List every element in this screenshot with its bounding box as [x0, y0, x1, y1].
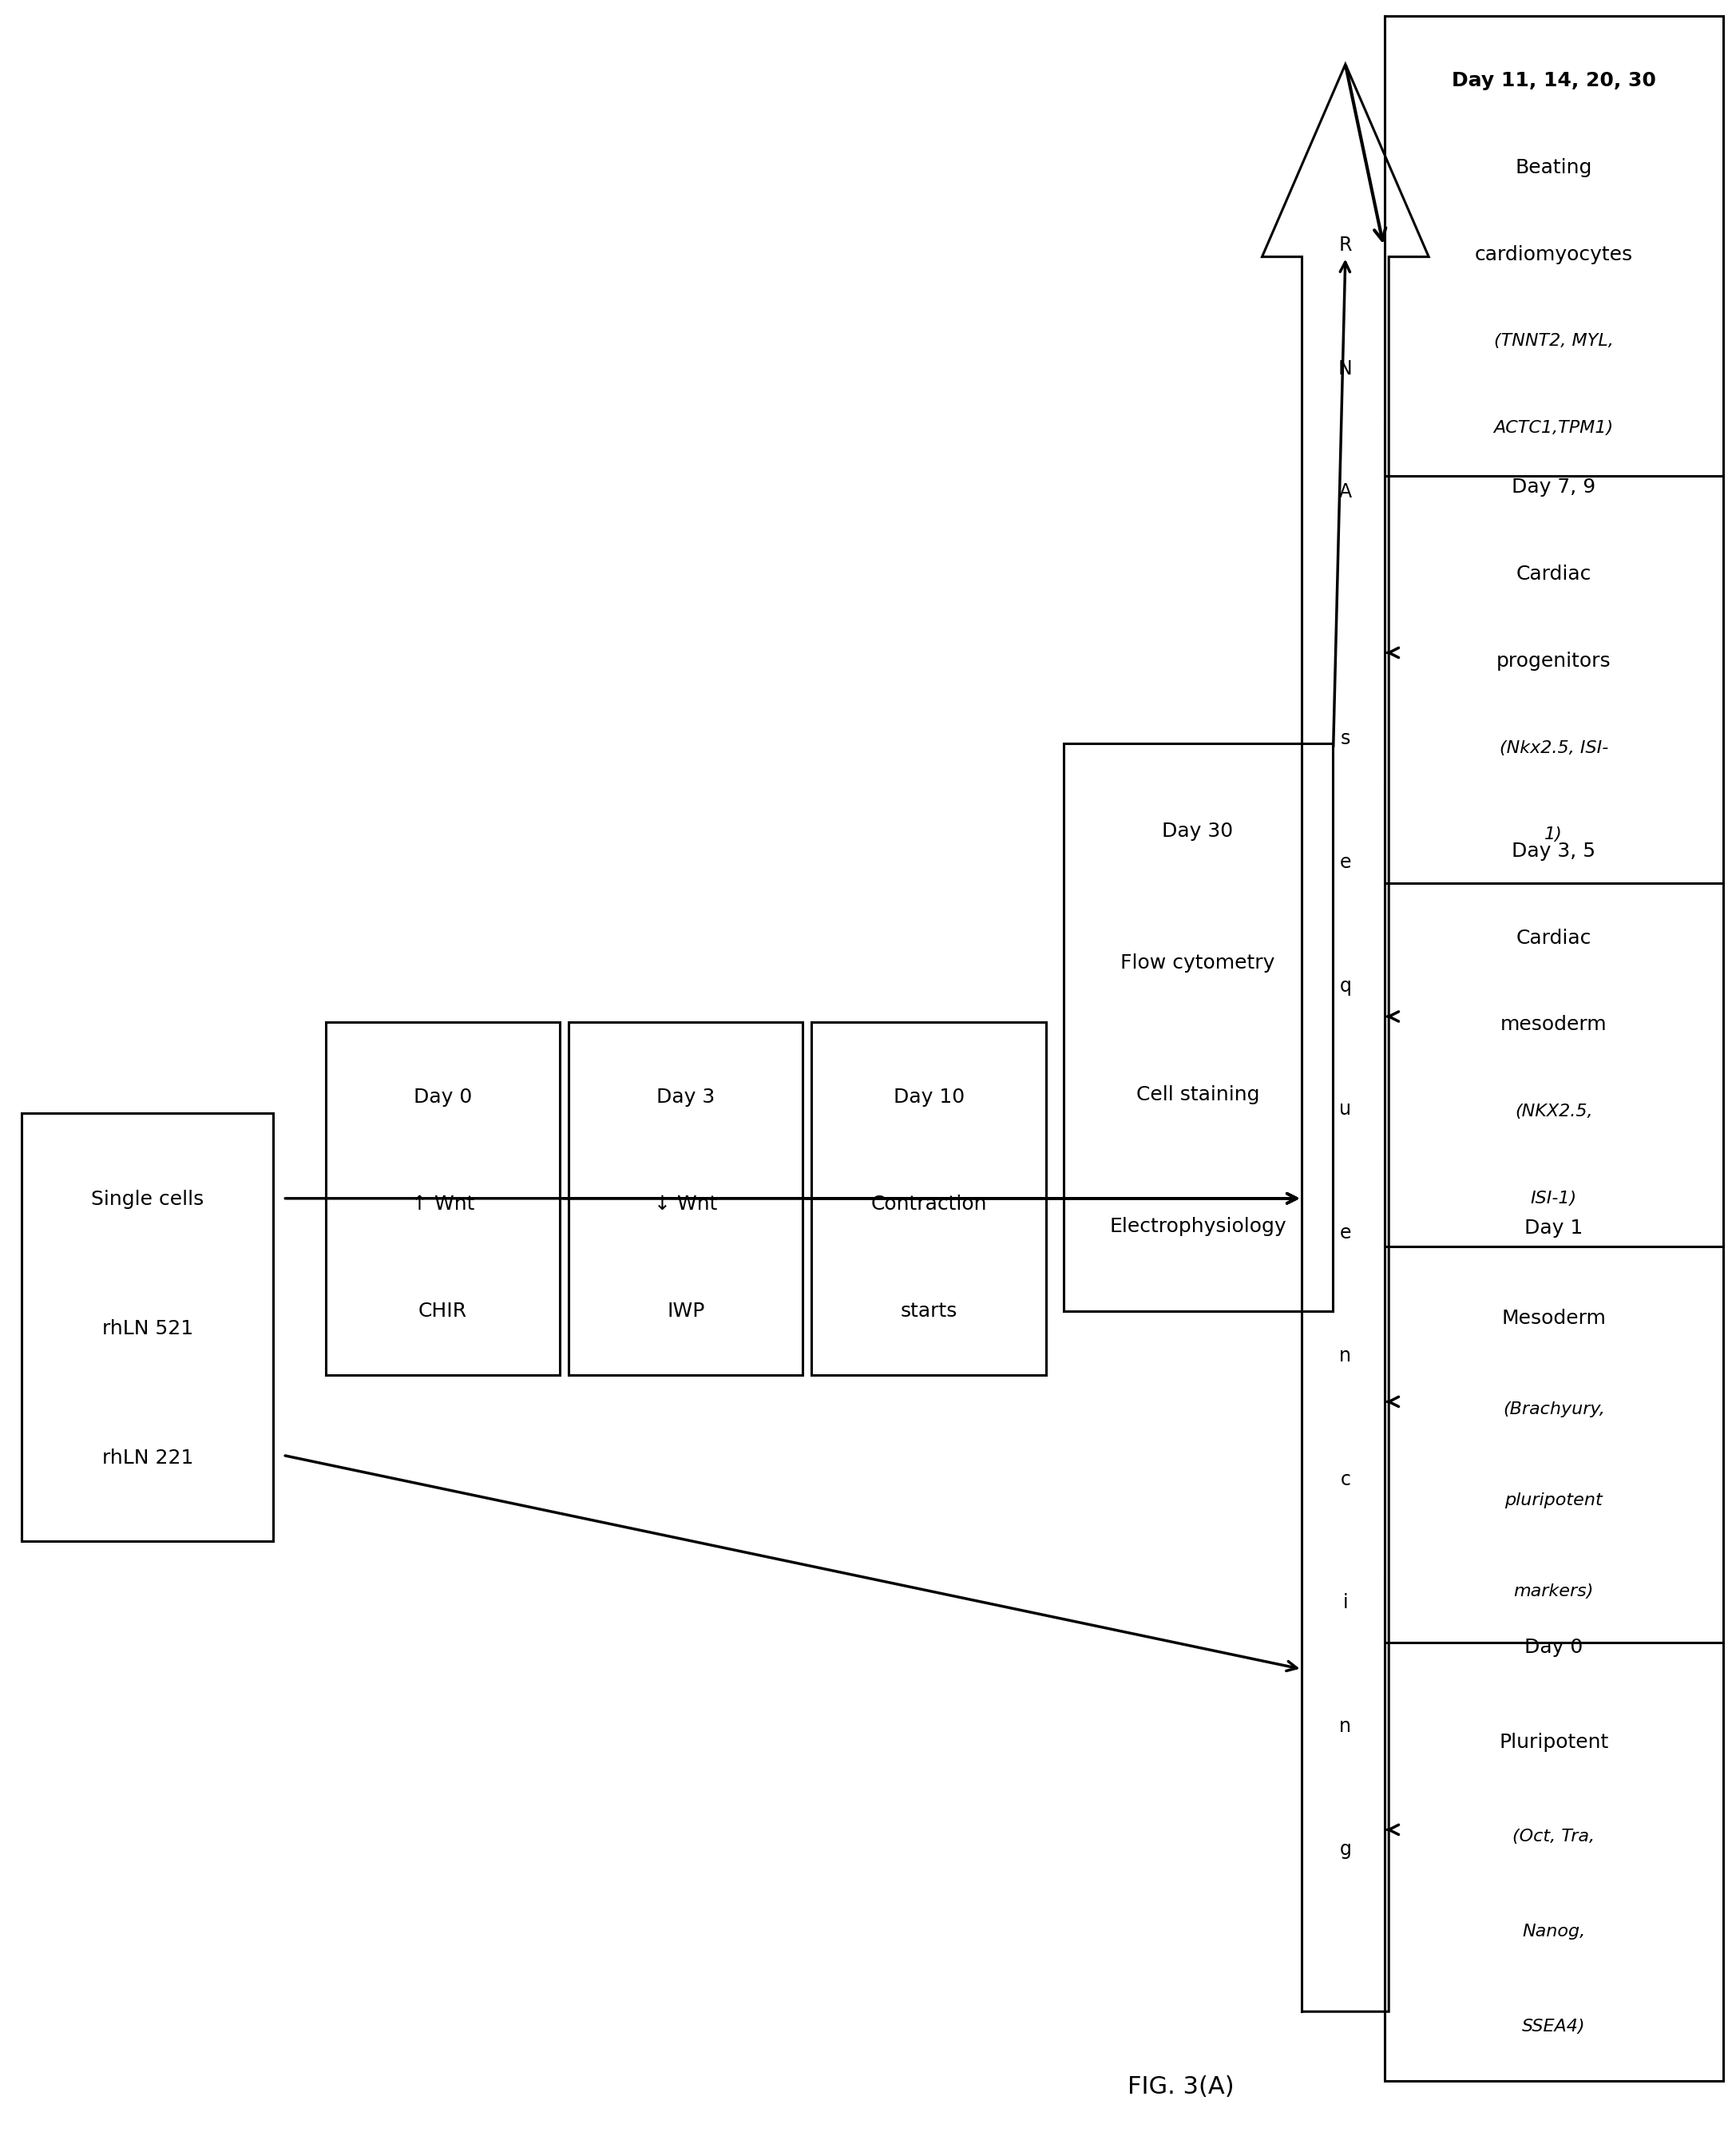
Polygon shape: [1262, 64, 1429, 2012]
Text: Beating: Beating: [1516, 158, 1592, 178]
Text: s: s: [1340, 730, 1351, 749]
Text: Contraction: Contraction: [871, 1194, 986, 1213]
Text: FIG. 3(A): FIG. 3(A): [1127, 2076, 1234, 2097]
Text: R: R: [1338, 235, 1352, 255]
Text: g: g: [1340, 1840, 1351, 1860]
Bar: [23, 1113, 273, 1541]
Text: Cardiac: Cardiac: [1516, 565, 1592, 584]
Text: Nanog,: Nanog,: [1522, 1924, 1585, 1939]
Text: ↓ Wnt: ↓ Wnt: [654, 1194, 717, 1213]
Text: rhLN 521: rhLN 521: [102, 1318, 193, 1338]
Text: Cardiac: Cardiac: [1516, 929, 1592, 948]
Text: A: A: [1338, 484, 1352, 501]
Bar: [1385, 1579, 1722, 2080]
Text: (NKX2.5,: (NKX2.5,: [1516, 1104, 1592, 1119]
Text: Pluripotent: Pluripotent: [1498, 1733, 1609, 1751]
Text: Cell staining: Cell staining: [1135, 1085, 1260, 1104]
Text: u: u: [1340, 1100, 1351, 1119]
Text: (Brachyury,: (Brachyury,: [1503, 1402, 1604, 1417]
Text: markers): markers): [1514, 1584, 1594, 1599]
Text: CHIR: CHIR: [418, 1301, 467, 1320]
Text: Day 0: Day 0: [1524, 1637, 1583, 1656]
Text: Single cells: Single cells: [92, 1190, 203, 1209]
Text: Day 11, 14, 20, 30: Day 11, 14, 20, 30: [1451, 71, 1656, 90]
Bar: [326, 1023, 559, 1376]
Text: N: N: [1338, 360, 1352, 379]
Bar: [1062, 743, 1333, 1310]
Text: starts: starts: [901, 1301, 957, 1320]
Text: n: n: [1340, 1716, 1351, 1736]
Bar: [1385, 785, 1722, 1245]
Text: Day 3: Day 3: [656, 1087, 715, 1106]
Text: progenitors: progenitors: [1496, 651, 1611, 670]
Text: Day 0: Day 0: [413, 1087, 472, 1106]
Text: ACTC1,TPM1): ACTC1,TPM1): [1493, 419, 1614, 437]
Bar: [812, 1023, 1045, 1376]
Text: Day 1: Day 1: [1524, 1218, 1583, 1237]
Text: (Nkx2.5, ISI-: (Nkx2.5, ISI-: [1500, 740, 1608, 755]
Text: 1): 1): [1545, 826, 1562, 843]
Text: Flow cytometry: Flow cytometry: [1121, 952, 1274, 972]
Text: rhLN 221: rhLN 221: [102, 1449, 193, 1468]
Text: q: q: [1340, 976, 1351, 995]
Text: IWP: IWP: [667, 1301, 705, 1320]
Text: Mesoderm: Mesoderm: [1502, 1310, 1606, 1329]
Text: ISI-1): ISI-1): [1531, 1190, 1576, 1207]
Text: Electrophysiology: Electrophysiology: [1109, 1218, 1286, 1237]
Text: Day 3, 5: Day 3, 5: [1512, 841, 1595, 860]
Text: c: c: [1340, 1470, 1351, 1489]
Bar: [1385, 1160, 1722, 1644]
Text: i: i: [1342, 1594, 1349, 1611]
Text: mesoderm: mesoderm: [1500, 1014, 1608, 1034]
Bar: [569, 1023, 802, 1376]
Text: Day 10: Day 10: [894, 1087, 963, 1106]
Bar: [1385, 17, 1722, 477]
Text: e: e: [1340, 1224, 1351, 1241]
Bar: [1385, 424, 1722, 884]
Text: SSEA4): SSEA4): [1522, 2018, 1585, 2035]
Text: (TNNT2, MYL,: (TNNT2, MYL,: [1495, 334, 1613, 349]
Text: cardiomyocytes: cardiomyocytes: [1474, 244, 1634, 263]
Text: Day 30: Day 30: [1163, 822, 1233, 841]
Text: ↑ Wnt: ↑ Wnt: [411, 1194, 474, 1213]
Text: (Oct, Tra,: (Oct, Tra,: [1512, 1830, 1595, 1845]
Text: Day 7, 9: Day 7, 9: [1512, 477, 1595, 496]
Text: pluripotent: pluripotent: [1505, 1492, 1602, 1509]
Text: n: n: [1340, 1346, 1351, 1365]
Text: e: e: [1340, 854, 1351, 871]
